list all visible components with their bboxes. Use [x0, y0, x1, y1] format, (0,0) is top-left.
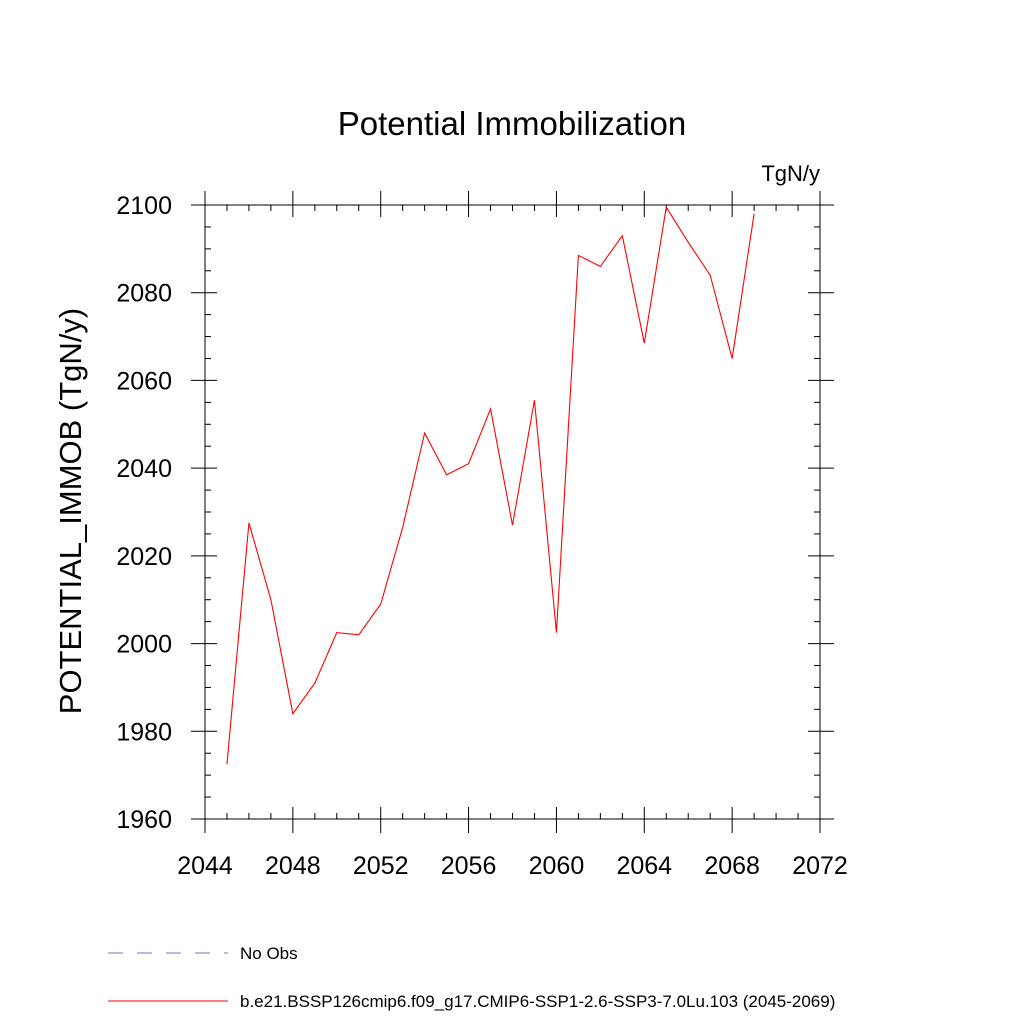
x-tick-label: 2056: [441, 852, 497, 880]
y-tick-label: 2020: [116, 543, 172, 571]
y-tick-label: 2000: [116, 631, 172, 659]
plot-frame: [204, 204, 821, 820]
x-tick-label: 2060: [529, 852, 585, 880]
x-tick-label: 2068: [704, 852, 760, 880]
x-tick-label: 2044: [177, 852, 233, 880]
legend: No Obs b.e21.BSSP126cmip6.f09_g17.CMIP6-S…: [108, 944, 835, 1011]
units-label: TgN/y: [761, 161, 820, 186]
plot-area: 2044 2048 2052 2056 2060 2064 2068 2072 1960 1980…: [116, 191, 848, 880]
y-tick-label: 1980: [116, 718, 172, 746]
y-tick-label: 1960: [116, 806, 172, 834]
legend-label-0: No Obs: [240, 944, 298, 963]
y-tick-label: 2080: [116, 280, 172, 308]
x-tick-label: 2072: [792, 852, 848, 880]
x-tick-label: 2052: [353, 852, 409, 880]
x-tick-label: 2064: [616, 852, 672, 880]
legend-label-1: b.e21.BSSP126cmip6.f09_g17.CMIP6-SSP1-2.…: [240, 992, 835, 1011]
series-line: [226, 205, 755, 765]
y-tick-label: 2040: [116, 455, 172, 483]
y-axis-label: POTENTIAL_IMMOB (TgN/y): [53, 308, 88, 714]
y-tick-label: 2060: [116, 367, 172, 395]
x-tick-label: 2048: [265, 852, 321, 880]
chart-title: Potential Immobilization: [338, 105, 687, 142]
y-tick-label: 2100: [116, 192, 172, 220]
